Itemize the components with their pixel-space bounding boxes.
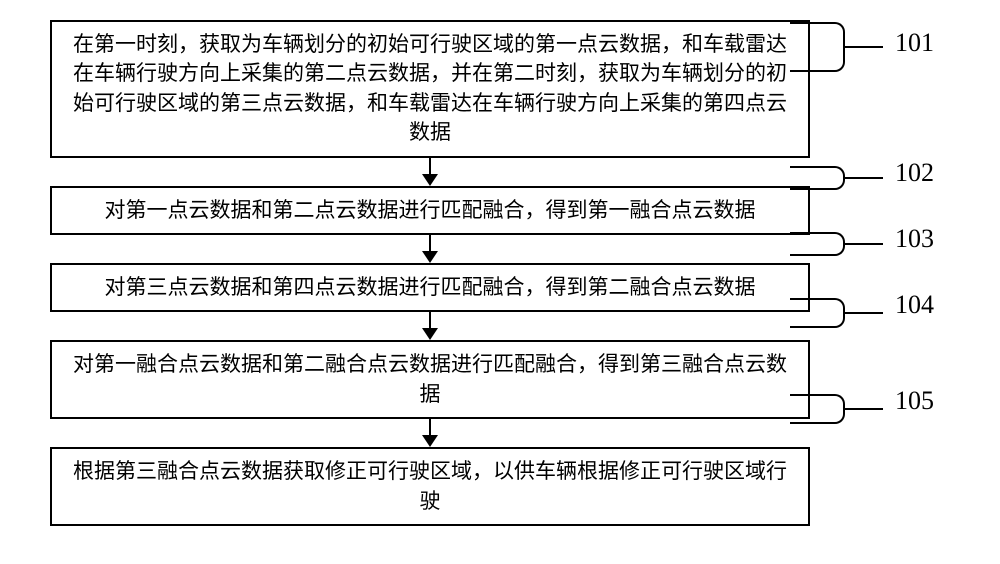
step-box-101: 在第一时刻，获取为车辆划分的初始可行驶区域的第一点云数据，和车载雷达在车辆行驶方… [50, 20, 810, 158]
callout-104 [790, 298, 845, 328]
step-box-105: 根据第三融合点云数据获取修正可行驶区域，以供车辆根据修正可行驶区域行驶 [50, 447, 810, 526]
arrow-101-102 [422, 158, 438, 186]
step-label-105: 105 [895, 386, 934, 416]
step-label-103: 103 [895, 224, 934, 254]
step-box-103: 对第三点云数据和第四点云数据进行匹配融合，得到第二融合点云数据 [50, 263, 810, 312]
step-text-103: 对第三点云数据和第四点云数据进行匹配融合，得到第二融合点云数据 [105, 273, 756, 302]
step-text-102: 对第一点云数据和第二点云数据进行匹配融合，得到第一融合点云数据 [105, 196, 756, 225]
step-box-102: 对第一点云数据和第二点云数据进行匹配融合，得到第一融合点云数据 [50, 186, 810, 235]
callout-105 [790, 394, 845, 424]
step-text-104: 对第一融合点云数据和第二融合点云数据进行匹配融合，得到第三融合点云数据 [66, 350, 794, 409]
flowchart-container: 在第一时刻，获取为车辆划分的初始可行驶区域的第一点云数据，和车载雷达在车辆行驶方… [30, 20, 830, 526]
step-box-104: 对第一融合点云数据和第二融合点云数据进行匹配融合，得到第三融合点云数据 [50, 340, 810, 419]
callout-102 [790, 166, 845, 190]
step-text-105: 根据第三融合点云数据获取修正可行驶区域，以供车辆根据修正可行驶区域行驶 [66, 457, 794, 516]
step-label-104: 104 [895, 290, 934, 320]
callout-101 [790, 22, 845, 72]
arrow-102-103 [422, 235, 438, 263]
arrow-104-105 [422, 419, 438, 447]
step-label-102: 102 [895, 158, 934, 188]
step-label-101: 101 [895, 28, 934, 58]
callout-103 [790, 232, 845, 256]
arrow-103-104 [422, 312, 438, 340]
step-text-101: 在第一时刻，获取为车辆划分的初始可行驶区域的第一点云数据，和车载雷达在车辆行驶方… [66, 30, 794, 148]
